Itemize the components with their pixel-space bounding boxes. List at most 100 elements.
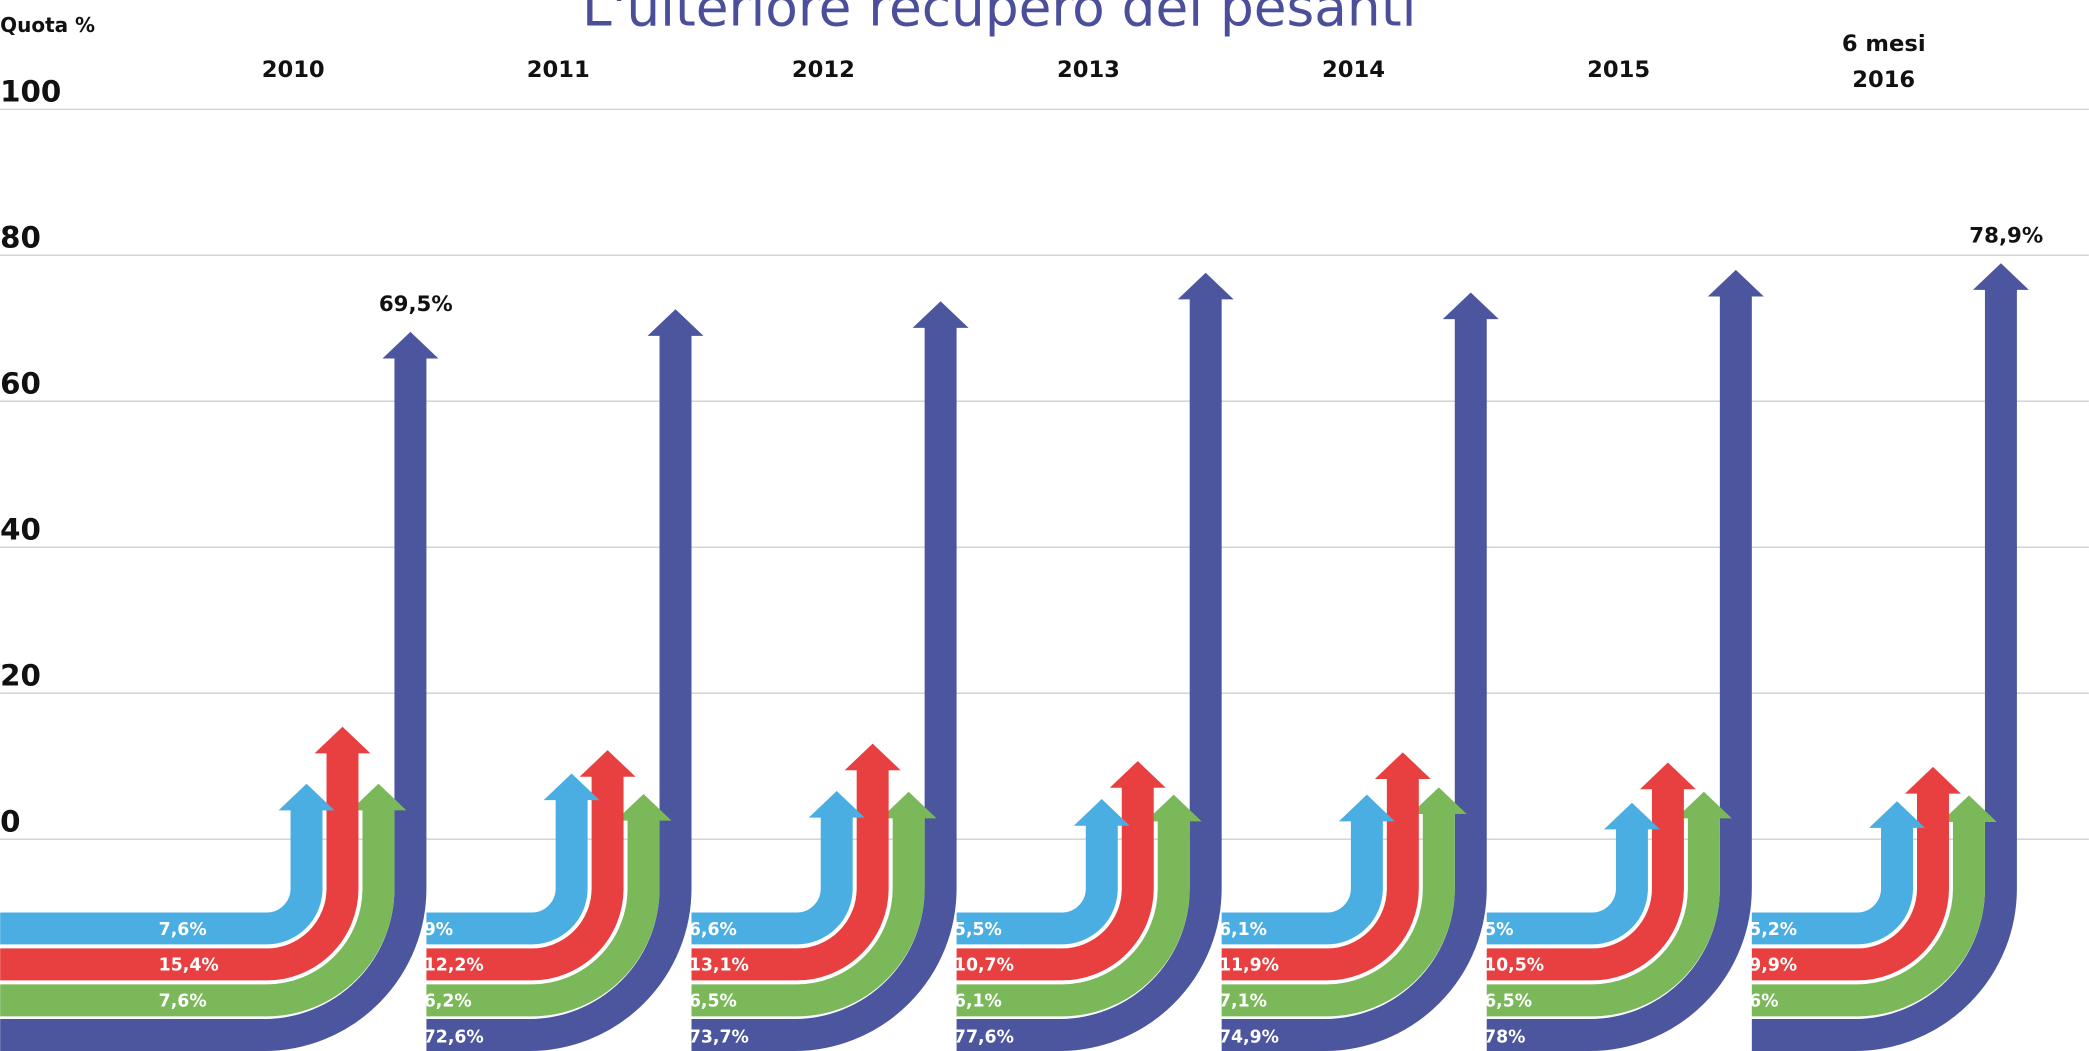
- arrow: [956, 761, 1166, 981]
- arrow-stem: [691, 326, 957, 1051]
- arrow-stem: [956, 786, 1154, 981]
- value-label: 78,9%: [1969, 224, 2043, 249]
- x-tick-label: 2010: [262, 57, 325, 83]
- x-tick-label: 2015: [1587, 57, 1650, 83]
- value-label: 7,1%: [1219, 992, 1267, 1012]
- value-label: 10,7%: [954, 956, 1014, 976]
- arrow-head: [912, 301, 969, 328]
- arrow: [0, 783, 335, 945]
- arrow: [1486, 802, 1660, 945]
- arrow: [1486, 791, 1732, 1017]
- arrow-stem: [1486, 828, 1648, 945]
- arrow-stem: [0, 809, 323, 945]
- arrow-head: [1145, 794, 1202, 822]
- arrow-stem: [956, 824, 1118, 945]
- arrow-stem: [1221, 317, 1487, 1051]
- arrow-stem: [691, 768, 889, 981]
- arrow-head: [543, 773, 600, 801]
- arrow: [956, 794, 1202, 1017]
- value-label: 6%: [1749, 992, 1778, 1012]
- y-tick-label: 80: [0, 221, 41, 255]
- arrow-head: [314, 726, 371, 754]
- arrow: [0, 331, 439, 1051]
- arrow-head: [1707, 269, 1764, 297]
- x-tick-label: 2014: [1322, 57, 1385, 83]
- value-label: 6,5%: [689, 992, 737, 1012]
- value-label: 7,6%: [159, 920, 207, 940]
- value-label: 7,6%: [159, 992, 207, 1012]
- arrow-head: [1603, 802, 1660, 830]
- arrow: [1751, 801, 1925, 945]
- value-label: 5,2%: [1749, 920, 1797, 940]
- arrow-stem: [0, 809, 395, 1017]
- arrow-head: [1972, 263, 2029, 290]
- arrow-head: [1869, 801, 1925, 828]
- value-label: 9%: [424, 920, 453, 940]
- value-label: 6,5%: [1484, 992, 1532, 1012]
- arrow-head: [1073, 799, 1130, 826]
- value-label: 73,7%: [689, 1028, 749, 1048]
- value-label: 6,1%: [954, 992, 1002, 1012]
- value-label: 10,5%: [1484, 956, 1544, 976]
- value-label: 6,6%: [689, 920, 737, 940]
- arrow-stem: [1221, 777, 1419, 981]
- x-tick-label: 2013: [1057, 57, 1120, 83]
- y-axis-label: Quota %: [0, 13, 95, 37]
- arrow-stem: [956, 298, 1222, 1051]
- x-tick-label: 6 mesi 2016: [1842, 30, 1926, 92]
- arrow-stem: [691, 816, 853, 945]
- arrow-head: [880, 791, 937, 819]
- value-label: 11,9%: [1219, 956, 1279, 976]
- arrow-stem: [0, 357, 427, 1051]
- arrow: [426, 773, 600, 945]
- x-tick-label: 2012: [792, 57, 855, 83]
- arrow-head: [1905, 766, 1961, 794]
- arrow-stem: [1751, 792, 1949, 981]
- arrow-head: [1109, 761, 1166, 788]
- arrow: [1751, 766, 1961, 981]
- arrow-head: [382, 331, 439, 359]
- x-tick-label: 2011: [527, 57, 590, 83]
- arrow: [956, 799, 1130, 945]
- arrow-head: [1374, 752, 1431, 779]
- arrow-head: [579, 750, 636, 777]
- arrow-head: [1442, 292, 1499, 320]
- value-label: 9,9%: [1749, 956, 1797, 976]
- arrow: [426, 309, 704, 1051]
- arrow-head: [1940, 795, 1997, 823]
- arrow-stem: [1486, 295, 1752, 1051]
- arrow-head: [1338, 794, 1395, 822]
- arrow: [426, 793, 672, 1017]
- arrow: [0, 726, 371, 981]
- arrow: [691, 743, 901, 981]
- arrow: [1751, 795, 1997, 1017]
- arrow: [691, 791, 865, 945]
- arrow: [1486, 269, 1764, 1051]
- arrow: [1221, 794, 1395, 945]
- arrow: [956, 272, 1234, 1051]
- arrow: [426, 750, 636, 981]
- arrow-stem: [426, 819, 660, 1017]
- arrow-head: [1177, 272, 1234, 300]
- arrow: [691, 301, 969, 1051]
- value-label: 74,9%: [1219, 1028, 1279, 1048]
- value-label: 6,1%: [1219, 920, 1267, 940]
- value-label: 12,2%: [424, 956, 484, 976]
- arrow-head: [808, 791, 865, 818]
- value-label: 77,6%: [954, 1028, 1014, 1048]
- arrow-stem: [1751, 820, 1985, 1017]
- value-label: 5%: [1484, 920, 1513, 940]
- arrow-stem: [956, 819, 1190, 1017]
- value-label: 6,2%: [424, 992, 472, 1012]
- arrow-head: [1410, 787, 1467, 815]
- arrow-stem: [1751, 288, 2017, 1051]
- y-tick-label: 20: [0, 659, 41, 693]
- y-tick-label: 60: [0, 367, 41, 401]
- arrow-stem: [426, 798, 588, 945]
- value-label: 13,1%: [689, 956, 749, 976]
- value-label: 78%: [1484, 1028, 1525, 1048]
- arrow-head: [1639, 762, 1696, 790]
- value-label: 5,5%: [954, 920, 1002, 940]
- arrow-stem: [1221, 812, 1455, 1017]
